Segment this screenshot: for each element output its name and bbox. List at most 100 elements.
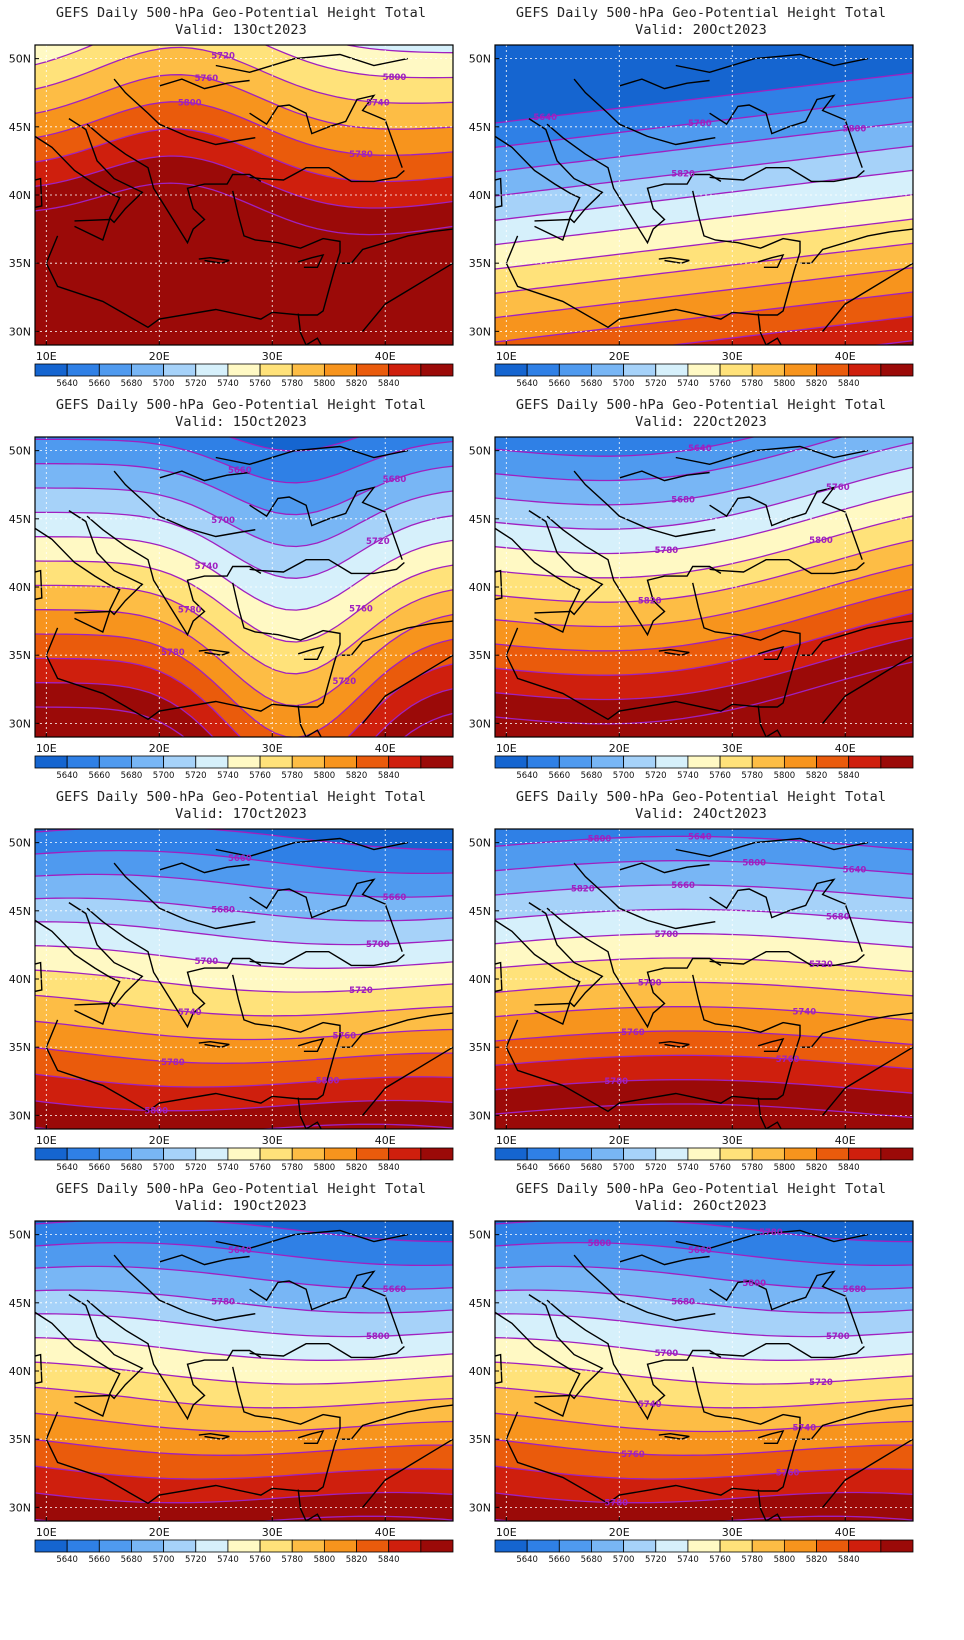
- coastline: [362, 1046, 453, 1116]
- coastline: [619, 78, 710, 90]
- contour-label: 5660: [383, 893, 407, 903]
- colorbar-swatch: [356, 1539, 390, 1553]
- colorbar-swatch: [323, 363, 357, 377]
- lat-tick-label: 50N: [9, 837, 31, 850]
- colorbar-swatch: [388, 1147, 422, 1161]
- height-band: [35, 1492, 453, 1521]
- coastline: [249, 1270, 403, 1344]
- contour-line: [35, 182, 453, 236]
- contour-label: 5800: [178, 99, 202, 109]
- contour-label: 5700: [655, 930, 679, 940]
- height-band: [495, 1492, 913, 1521]
- coastline: [534, 218, 571, 241]
- colorbar-label: 5680: [581, 379, 603, 389]
- colorbar-swatch: [420, 363, 454, 377]
- contour-line: [495, 1030, 913, 1046]
- colorbar-label: 5720: [185, 771, 207, 781]
- colorbar-swatch: [227, 363, 261, 377]
- contour-line: [35, 1099, 453, 1112]
- coastline: [113, 1254, 256, 1322]
- contour-label: 5720: [332, 677, 356, 687]
- colorbar-label: 5800: [774, 1163, 796, 1173]
- contour-line: [35, 1020, 453, 1041]
- colorbar-label: 5800: [314, 771, 336, 781]
- coastline: [495, 510, 604, 616]
- coastline: [113, 470, 256, 538]
- colorbar-swatch: [291, 755, 325, 769]
- contour-label: 5680: [211, 906, 235, 916]
- colorbar-label: 5760: [249, 1163, 271, 1173]
- colorbar-label: 5680: [121, 1163, 143, 1173]
- coastline: [159, 78, 250, 90]
- colorbar-swatch: [687, 755, 721, 769]
- colorbar-label: 5760: [709, 379, 731, 389]
- lon-tick-label: 20E: [609, 742, 630, 755]
- contour-label: 5740: [366, 98, 390, 108]
- lon-tick-label: 20E: [149, 742, 170, 755]
- coastline: [495, 1294, 604, 1400]
- contour-line: [35, 1515, 453, 1521]
- contour-label: 5780: [688, 119, 712, 129]
- coastline: [505, 582, 801, 721]
- colorbar-swatch: [356, 363, 390, 377]
- contour-label: 5700: [211, 516, 235, 526]
- colorbar-swatch: [848, 1147, 882, 1161]
- contour-line: [495, 515, 913, 579]
- contour-line: [495, 588, 913, 652]
- colorbar-swatch: [195, 755, 229, 769]
- contour-label: 5780: [759, 1228, 783, 1238]
- colorbar-label: 5840: [378, 1555, 400, 1565]
- lon-tick-label: 40E: [375, 350, 396, 363]
- colorbar-swatch: [591, 1147, 625, 1161]
- lat-tick-label: 45N: [9, 121, 31, 134]
- lat-tick-label: 35N: [9, 1433, 31, 1446]
- contour-label: 5700: [366, 940, 390, 950]
- coastline: [675, 53, 868, 74]
- contour-line: [495, 1265, 913, 1290]
- contour-label: 5780: [604, 1499, 628, 1509]
- colorbar-swatch: [494, 363, 528, 377]
- height-band: [35, 1100, 453, 1129]
- colorbar-label: 5740: [217, 1555, 239, 1565]
- colorbar-label: 5720: [185, 1555, 207, 1565]
- forecast-panel: GEFS Daily 500-hPa Geo-Potential Height …: [0, 784, 482, 1194]
- coastline: [340, 620, 453, 656]
- forecast-panel: GEFS Daily 500-hPa Geo-Potential Height …: [0, 392, 482, 802]
- contour-label: 5680: [671, 1298, 695, 1308]
- contour-line: [495, 392, 913, 432]
- lat-tick-label: 35N: [469, 1041, 491, 1054]
- coastline: [362, 1438, 453, 1508]
- contour-label: 5800: [809, 536, 833, 546]
- colorbar-label: 5760: [709, 771, 731, 781]
- contour-line: [495, 933, 913, 948]
- coastline: [45, 974, 341, 1113]
- colorbar-label: 5820: [806, 379, 828, 389]
- lon-tick-label: 40E: [375, 1526, 396, 1539]
- height-band: [495, 1516, 913, 1521]
- coastline: [249, 94, 403, 168]
- contour-label: 5760: [776, 1469, 800, 1479]
- lat-tick-label: 45N: [469, 905, 491, 918]
- coastline: [619, 862, 710, 874]
- contour-label: 5660: [228, 466, 252, 476]
- coastline: [675, 837, 868, 858]
- coastline: [495, 902, 604, 1008]
- contour-line: [495, 636, 913, 701]
- colorbar-label: 5640: [516, 771, 538, 781]
- contour-line: [495, 1079, 913, 1094]
- lat-tick-label: 40N: [9, 973, 31, 986]
- colorbar-swatch: [98, 1147, 132, 1161]
- coastline: [573, 862, 716, 930]
- colorbar-swatch: [526, 1539, 560, 1553]
- colorbar-label: 5640: [56, 379, 78, 389]
- colorbar-label: 5740: [677, 771, 699, 781]
- colorbar-swatch: [34, 363, 68, 377]
- colorbar-swatch: [848, 363, 882, 377]
- coastline: [198, 256, 230, 264]
- colorbar-swatch: [131, 1539, 165, 1553]
- colorbar-label: 5660: [548, 1555, 570, 1565]
- colorbar-swatch: [66, 363, 100, 377]
- lat-tick-label: 30N: [9, 1501, 31, 1514]
- contour-line: [35, 1289, 453, 1314]
- coastline: [675, 1229, 868, 1250]
